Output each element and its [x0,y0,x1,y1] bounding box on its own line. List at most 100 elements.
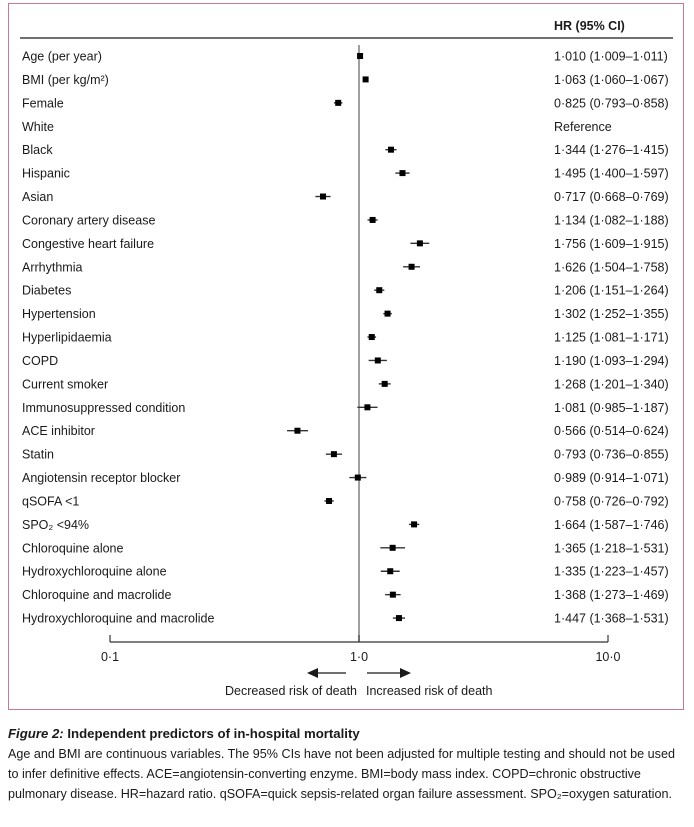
hr-marker [320,193,327,200]
row-label: BMI (per kg/m²) [22,73,109,87]
forest-row: COPD 1·190 (1·093–1·294) [22,354,669,368]
figure-caption: Figure 2: Independent predictors of in-h… [8,724,688,804]
forest-row: Statin 0·793 (0·736–0·855) [22,448,669,462]
hr-marker [369,216,376,223]
x-tick-label: 0·1 [101,650,119,664]
forest-row: SPO₂ <94% 1·664 (1·587–1·746) [22,518,669,532]
row-label: Hypertension [22,307,96,321]
row-label: qSOFA <1 [22,494,79,508]
row-hr-text: 1·302 (1·252–1·355) [554,307,669,321]
caption-title: Figure 2: Independent predictors of in-h… [8,724,688,744]
hr-marker [387,146,394,153]
row-label: Hispanic [22,167,70,181]
forest-row: Chloroquine alone 1·365 (1·218–1·531) [22,541,669,555]
forest-row: BMI (per kg/m²) 1·063 (1·060–1·067) [22,73,669,87]
forest-row: Black 1·344 (1·276–1·415) [22,143,669,157]
row-hr-text: 1·344 (1·276–1·415) [554,143,669,157]
row-label: Hyperlipidaemia [22,331,112,345]
row-label: ACE inhibitor [22,424,95,438]
hr-marker [389,544,396,551]
forest-row: ACE inhibitor 0·566 (0·514–0·624) [22,424,669,438]
row-label: Hydroxychloroquine alone [22,565,167,579]
hr-marker [368,334,375,341]
row-label: Coronary artery disease [22,213,155,227]
forest-row: Hypertension 1·302 (1·252–1·355) [22,307,669,321]
hr-marker [389,591,396,598]
forest-row: Female 0·825 (0·793–0·858) [22,96,669,110]
row-label: Chloroquine and macrolide [22,588,171,602]
figure-frame [8,3,684,710]
row-hr-text: 0·566 (0·514–0·624) [554,424,669,438]
hr-marker [408,263,415,270]
row-hr-text: 0·717 (0·668–0·769) [554,190,669,204]
row-hr-text: 1·664 (1·587–1·746) [554,518,669,532]
forest-row: Arrhythmia 1·626 (1·504–1·758) [22,260,669,274]
hr-marker [294,427,301,434]
row-label: Chloroquine alone [22,541,124,555]
forest-row: Age (per year) 1·010 (1·009–1·011) [22,50,668,64]
row-hr-text: 1·447 (1·368–1·531) [554,612,669,626]
forest-row: Current smoker 1·268 (1·201–1·340) [22,377,669,391]
row-hr-text: 1·756 (1·609–1·915) [554,237,669,251]
row-label: Congestive heart failure [22,237,154,251]
row-hr-text: 0·989 (0·914–1·071) [554,471,669,485]
row-label: Female [22,96,64,110]
right-arrow-icon [400,668,411,678]
row-label: Black [22,143,53,157]
row-hr-text: Reference [554,120,612,134]
row-label: Arrhythmia [22,260,82,274]
forest-row: Hispanic 1·495 (1·400–1·597) [22,167,669,181]
hr-marker [364,404,371,411]
caption-body: Age and BMI are continuous variables. Th… [8,747,675,801]
left-arrow-icon [307,668,318,678]
forest-row: Congestive heart failure 1·756 (1·609–1·9… [22,237,669,251]
forest-row: Chloroquine and macrolide 1·368 (1·273–1·… [22,588,669,602]
forest-row: Hyperlipidaemia 1·125 (1·081–1·171) [22,331,669,345]
row-label: SPO₂ <94% [22,518,89,532]
column-header: HR (95% CI) [554,19,625,33]
row-hr-text: 1·010 (1·009–1·011) [554,50,668,64]
forest-row: Angiotensin receptor blocker 0·989 (0·914… [22,471,669,485]
hr-marker [399,170,406,177]
decreased-risk-label: Decreased risk of death [225,684,357,698]
row-hr-text: 1·190 (1·093–1·294) [554,354,669,368]
hr-marker [362,76,369,83]
row-label: Statin [22,448,54,462]
row-hr-text: 1·206 (1·151–1·264) [554,284,669,298]
row-hr-text: 1·335 (1·223–1·457) [554,565,669,579]
x-tick-label: 1·0 [350,650,368,664]
row-hr-text: 1·368 (1·273–1·469) [554,588,669,602]
hr-marker [384,310,391,317]
row-label: Hydroxychloroquine and macrolide [22,612,215,626]
hr-marker [381,380,388,387]
row-hr-text: 1·134 (1·082–1·188) [554,213,669,227]
x-tick-label: 10·0 [595,650,620,664]
hr-marker [416,240,423,247]
forest-row: Diabetes 1·206 (1·151–1·264) [22,284,669,298]
hr-marker [395,615,402,622]
hr-marker [376,287,383,294]
row-hr-text: 1·063 (1·060–1·067) [554,73,669,87]
hr-marker [330,451,337,458]
hr-marker [354,474,361,481]
row-label: COPD [22,354,58,368]
row-hr-text: 1·365 (1·218–1·531) [554,541,669,555]
forest-row: Hydroxychloroquine alone 1·335 (1·223–1·4… [22,565,669,579]
row-label: White [22,120,54,134]
row-hr-text: 0·758 (0·726–0·792) [554,494,669,508]
row-hr-text: 1·495 (1·400–1·597) [554,167,669,181]
row-label: Immunosuppressed condition [22,401,185,415]
hr-marker [411,521,418,528]
forest-plot: HR (95% CI) Age (per year) 1·010 (1·009–1… [20,19,673,698]
hr-marker [326,497,333,504]
hr-marker [374,357,381,364]
forest-row: Hydroxychloroquine and macrolide 1·447 (1… [22,612,669,626]
forest-row: Coronary artery disease 1·134 (1·082–1·18… [22,213,669,227]
figure-label: Figure 2: [8,726,64,741]
row-hr-text: 1·125 (1·081–1·171) [554,331,669,345]
row-hr-text: 1·268 (1·201–1·340) [554,377,669,391]
increased-risk-label: Increased risk of death [366,684,493,698]
row-label: Angiotensin receptor blocker [22,471,180,485]
row-label: Age (per year) [22,50,102,64]
row-hr-text: 0·793 (0·736–0·855) [554,448,669,462]
